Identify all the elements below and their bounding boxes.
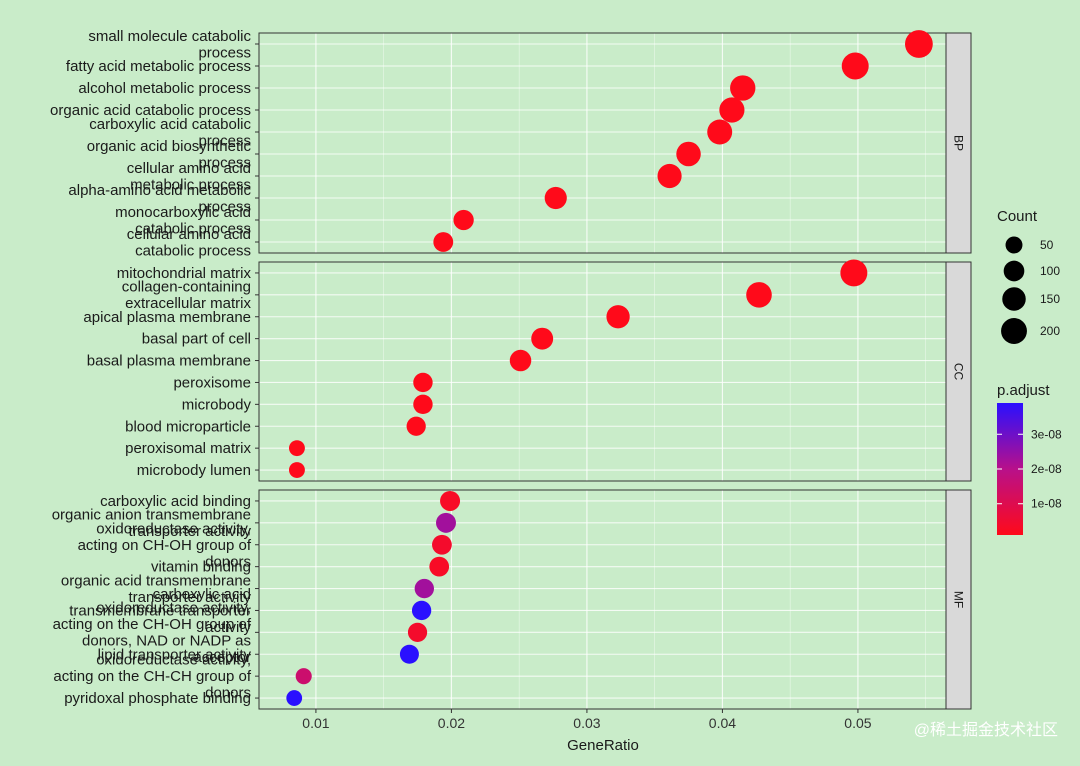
y-tick-label: alpha-amino acid metabolic process (68, 182, 251, 216)
data-point (436, 512, 456, 533)
y-tick-label: basal plasma membrane (87, 353, 251, 370)
y-tick-label: cellular amino acid metabolic process (127, 160, 251, 194)
y-tick-label: carboxylic acid catabolic process (89, 116, 251, 150)
size-legend-key (1005, 236, 1023, 254)
data-point (295, 668, 312, 685)
data-point (719, 97, 745, 123)
color-legend-label: 2e-08 (1031, 462, 1062, 476)
y-tick-label: organic acid transmembrane transporter ac… (61, 572, 252, 606)
y-tick-label: vitamin binding (151, 559, 251, 576)
y-tick-label: organic anion transmembrane transporter a… (52, 507, 252, 541)
y-tick-label: monocarboxylic acid catabolic process (115, 204, 251, 238)
x-axis: 0.01 0.02 0.03 0.04 0.05 (302, 709, 872, 731)
y-tick-label: fatty acid metabolic process (66, 58, 251, 75)
data-point (399, 644, 419, 664)
y-tick-label: oxidoreductase activity, acting on the CH… (53, 652, 251, 702)
y-tick-label: organic acid catabolic process (50, 102, 251, 119)
x-tick-label: 0.04 (709, 715, 736, 731)
y-tick-label: peroxisomal matrix (125, 440, 251, 457)
facet-strip (945, 32, 972, 254)
data-point (841, 52, 869, 80)
size-legend-label: 200 (1040, 324, 1060, 338)
data-point (730, 75, 756, 101)
color-legend-title: p.adjust (997, 382, 1050, 399)
data-point (413, 394, 433, 415)
data-point (657, 163, 682, 189)
data-point (286, 690, 303, 706)
y-tick-label: lipid transporter activity (98, 646, 252, 663)
facet-label: MF (952, 591, 966, 608)
data-point (433, 232, 454, 252)
data-point (406, 416, 426, 436)
y-tick-label: carboxylic acid binding (100, 493, 251, 510)
y-tick-label: oxidoreductase activity, acting on the CH… (53, 600, 252, 667)
y-tick-label: basal part of cell (142, 331, 251, 348)
data-point (288, 440, 305, 457)
size-legend-label: 100 (1040, 264, 1060, 278)
data-point (840, 259, 868, 287)
y-tick-label: peroxisome (173, 374, 251, 391)
data-point (904, 30, 933, 58)
size-legend-key (1002, 287, 1026, 311)
y-tick-label: microbody lumen (137, 462, 251, 479)
data-point (606, 305, 630, 329)
y-tick-label: organic acid biosynthetic process (87, 138, 252, 172)
data-point (707, 119, 733, 145)
data-point (440, 490, 461, 511)
data-point (544, 186, 567, 210)
data-point (413, 372, 433, 393)
data-point (453, 209, 474, 231)
x-tick-label: 0.01 (302, 715, 329, 731)
size-legend-label: 50 (1040, 238, 1054, 252)
data-point (432, 534, 452, 555)
color-legend-label: 1e-08 (1031, 497, 1062, 511)
data-point (531, 327, 554, 350)
data-point (509, 349, 532, 372)
size-legend-label: 150 (1040, 292, 1060, 306)
y-tick-label: cellular amino acid catabolic process (127, 226, 251, 260)
y-tick-label: blood microparticle (125, 418, 251, 435)
facet-label: BP (952, 135, 966, 151)
facet-label: CC (952, 363, 966, 381)
watermark: @稀土掘金技术社区 (914, 721, 1058, 739)
data-point (746, 282, 772, 308)
y-tick-label: collagen-containing extracellular matrix (122, 279, 252, 313)
color-legend-label: 3e-08 (1031, 427, 1062, 441)
y-tick-label: carboxylic acid transmembrane transporter… (69, 586, 251, 636)
data-point (288, 462, 305, 478)
y-tick-label: oxidoreductase activity, acting on CH-OH … (78, 520, 252, 570)
x-axis-title: GeneRatio (567, 737, 639, 754)
size-legend-key (1001, 318, 1027, 344)
data-point (414, 578, 435, 599)
x-tick-label: 0.05 (844, 715, 871, 731)
facet-strip (945, 489, 972, 710)
x-tick-label: 0.03 (573, 715, 600, 731)
data-point (411, 600, 432, 621)
y-tick-label: alcohol metabolic process (78, 80, 251, 97)
size-legend-title: Count (997, 208, 1038, 225)
y-tick-label: microbody (182, 396, 252, 413)
data-point (407, 622, 428, 642)
x-tick-label: 0.02 (438, 715, 465, 731)
size-legend-key (1003, 260, 1025, 282)
data-point (676, 141, 701, 167)
y-tick-label: apical plasma membrane (83, 309, 251, 326)
facet-strip (945, 261, 972, 482)
data-point (429, 556, 450, 577)
facet-panel-cc: CC mitochondrial matrixcollagen-containin… (83, 259, 972, 482)
y-tick-label: pyridoxal phosphate binding (64, 690, 251, 707)
y-tick-label: mitochondrial matrix (117, 265, 252, 282)
y-tick-label: small molecule catabolic process (88, 28, 251, 62)
